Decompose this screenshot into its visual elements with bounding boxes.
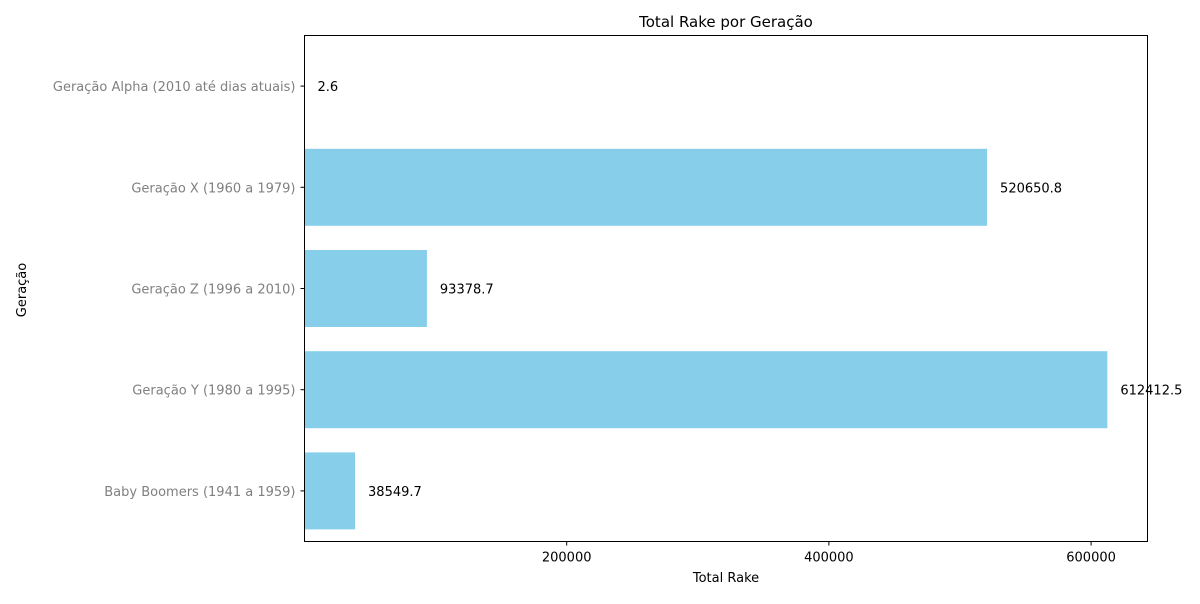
value-labels-group: 2.6 520650.8 93378.7 612412.5 38549.7 (318, 80, 1183, 500)
y-axis-label: Geração (15, 263, 30, 317)
bar-value-label: 93378.7 (440, 283, 494, 298)
bar (305, 452, 356, 529)
plot-frame (305, 36, 1148, 542)
bar-value-label: 612412.5 (1120, 384, 1182, 399)
bar-value-label: 520650.8 (1000, 181, 1062, 196)
bar (305, 351, 1108, 428)
y-tick-label: Geração Alpha (2010 até dias atuais) (53, 80, 296, 95)
chart-title: Total Rake por Geração (638, 13, 813, 31)
y-axis-ticks: Geração Alpha (2010 até dias atuais) Gera… (53, 80, 305, 500)
bar-value-label: 38549.7 (368, 485, 422, 500)
x-tick-label: 200000 (542, 551, 592, 566)
y-tick-label: Geração Z (1996 a 2010) (131, 283, 295, 298)
x-tick-label: 600000 (1066, 551, 1116, 566)
y-tick-label: Baby Boomers (1941 a 1959) (104, 485, 295, 500)
x-axis-ticks: 200000 400000 600000 (542, 542, 1116, 566)
bar-value-label: 2.6 (318, 80, 339, 95)
x-axis-label: Total Rake (692, 571, 759, 586)
bars-group (305, 48, 1108, 530)
y-tick-label: Geração X (1960 a 1979) (131, 181, 295, 196)
y-tick-label: Geração Y (1980 a 1995) (132, 384, 295, 399)
bar (305, 149, 988, 226)
bar (305, 250, 427, 327)
x-tick-label: 400000 (804, 551, 854, 566)
